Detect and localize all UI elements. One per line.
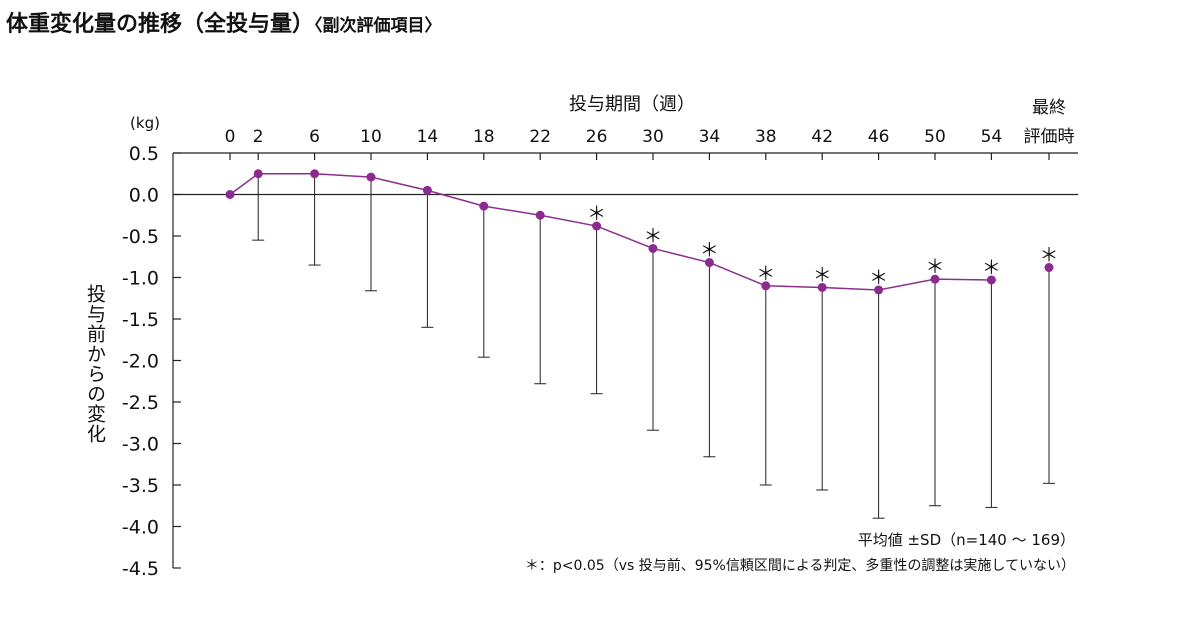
- legend-significance-note: ＊：p<0.05（vs 投与前、95%信頼区間による判定、多重性の調整は実施して…: [525, 557, 1075, 574]
- y-tick-label: -1.0: [122, 268, 159, 290]
- significance-marker: ＊: [643, 225, 662, 247]
- x-tick-label: 54: [981, 127, 1003, 147]
- data-point: [930, 274, 940, 284]
- y-tick-label: -4.5: [122, 558, 159, 580]
- significance-marker: ＊: [813, 264, 832, 286]
- x-axis-label: 投与期間（週）: [569, 94, 695, 115]
- significance-marker: ＊: [925, 256, 944, 278]
- y-tick-label: -3.0: [122, 434, 159, 456]
- data-point: [225, 190, 235, 199]
- y-tick-label: -2.5: [122, 392, 159, 414]
- y-tick-label: 0.5: [129, 143, 159, 165]
- x-tick-label: 30: [642, 127, 664, 147]
- data-point: [704, 258, 714, 268]
- title-sub: 〈副次評価項目〉: [314, 16, 442, 36]
- significance-marker: ＊: [1039, 245, 1058, 267]
- x-tick-label: 22: [529, 127, 551, 147]
- significance-marker: ＊: [982, 257, 1001, 279]
- data-point: [1044, 263, 1054, 273]
- y-tick-label: -2.0: [122, 351, 159, 373]
- data-point: [592, 221, 602, 231]
- significance-marker: ＊: [700, 240, 719, 262]
- significance-marker: ＊: [587, 203, 606, 225]
- x-tick-label: 2: [253, 127, 264, 147]
- y-tick-label: -0.5: [122, 226, 159, 248]
- x-tick-label: 6: [309, 127, 320, 147]
- x-tick-label-final-line1: 最終: [1032, 98, 1066, 118]
- legend-mean-sd: 平均値 ±SD（n=140 ～ 169）: [858, 531, 1075, 549]
- data-point: [366, 172, 376, 182]
- y-axis-label: 投与前からの変化: [84, 284, 106, 444]
- x-tick-label: 10: [360, 127, 382, 147]
- y-tick-label: 0.0: [129, 185, 159, 207]
- title-main: 体重変化量の推移（全投与量）: [6, 12, 315, 37]
- x-tick-label: 34: [699, 127, 721, 147]
- x-tick-label: 38: [755, 127, 777, 147]
- data-point: [422, 185, 432, 195]
- data-point: [253, 169, 263, 179]
- data-point: [648, 243, 658, 253]
- data-point: [874, 285, 884, 295]
- y-unit-label: (kg): [130, 114, 160, 132]
- x-tick-label: 18: [473, 127, 495, 147]
- x-tick-label: 46: [868, 127, 890, 147]
- significance-marker: ＊: [869, 267, 888, 289]
- x-tick-label: 50: [924, 127, 946, 147]
- x-tick-label: 42: [811, 127, 833, 147]
- y-tick-label: -1.5: [122, 309, 159, 331]
- data-point: [479, 201, 489, 211]
- x-tick-label: 26: [586, 127, 608, 147]
- data-point: [817, 282, 827, 292]
- y-tick-label: -4.0: [122, 517, 159, 539]
- data-point: [535, 210, 545, 220]
- y-tick-label: -3.5: [122, 475, 159, 497]
- data-point: [310, 169, 320, 179]
- page-title: 体重変化量の推移（全投与量）〈副次評価項目〉: [6, 6, 442, 38]
- data-point: [986, 275, 996, 285]
- x-tick-label: 0: [225, 127, 236, 147]
- x-tick-label-final-line2: 評価時: [1024, 127, 1075, 147]
- x-tick-label: 14: [417, 127, 439, 147]
- significance-marker: ＊: [756, 263, 775, 285]
- data-point: [761, 281, 771, 291]
